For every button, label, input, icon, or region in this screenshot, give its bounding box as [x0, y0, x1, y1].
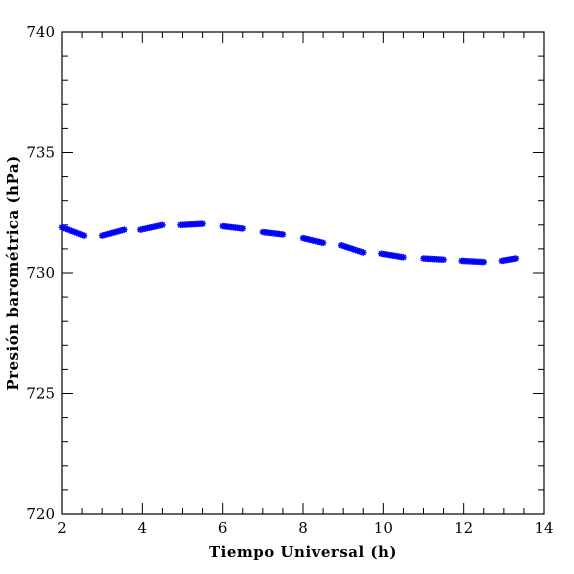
- data-segment: [299, 234, 327, 247]
- x-tick-label: 2: [57, 519, 67, 537]
- data-segment: [137, 221, 166, 233]
- data-segment: [219, 222, 246, 232]
- y-tick-label: 730: [26, 264, 55, 282]
- data-point: [279, 231, 287, 238]
- x-tick-label: 6: [218, 519, 228, 537]
- y-tick-label: 720: [26, 505, 55, 523]
- data-segment: [177, 220, 206, 228]
- axis-ticks: [61, 31, 545, 515]
- axis-tick-labels: 2 4 6 8 10 12 14 720 725 730 735 740: [26, 23, 553, 537]
- data-point: [239, 225, 246, 232]
- data-segment: [98, 226, 128, 239]
- x-tick-label: 4: [138, 519, 148, 537]
- data-segment: [337, 242, 367, 256]
- data-point: [440, 256, 447, 263]
- data-point: [121, 226, 128, 233]
- data-point: [159, 221, 166, 228]
- x-tick-label: 14: [534, 519, 553, 537]
- y-tick-label: 735: [26, 144, 55, 162]
- y-axis-title: Presión barométrica (hPa): [4, 155, 22, 390]
- data-segment: [498, 255, 520, 265]
- data-point: [512, 255, 520, 262]
- y-tick-label: 725: [26, 385, 55, 403]
- data-point: [80, 232, 88, 239]
- x-tick-label: 10: [374, 519, 393, 537]
- data-markers: [58, 220, 520, 266]
- x-tick-label: 8: [298, 519, 308, 537]
- plot-frame: [61, 31, 545, 515]
- data-segment: [420, 255, 447, 263]
- data-point: [480, 258, 487, 266]
- data-segment: [378, 250, 407, 261]
- data-point: [319, 239, 327, 247]
- data-point: [400, 254, 407, 261]
- y-tick-label: 740: [26, 23, 55, 41]
- data-segment: [58, 224, 88, 239]
- x-axis-title: Tiempo Universal (h): [209, 543, 397, 561]
- data-point: [199, 220, 206, 227]
- x-tick-label: 12: [454, 519, 473, 537]
- data-point: [360, 249, 367, 256]
- data-segment: [259, 228, 287, 238]
- data-segment: [458, 257, 487, 266]
